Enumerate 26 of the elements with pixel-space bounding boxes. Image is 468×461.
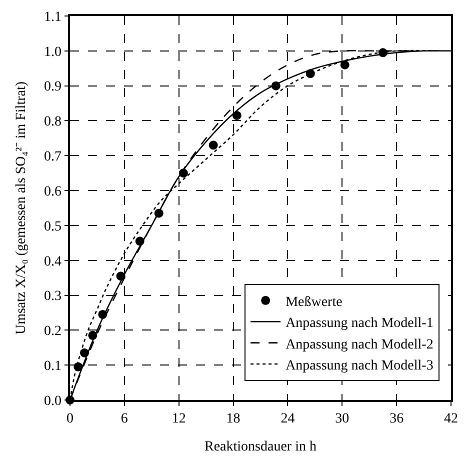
x-tick-label: 0 — [66, 412, 74, 427]
x-tick-label: 24 — [280, 412, 295, 427]
x-tick-label: 30 — [335, 412, 350, 427]
legend-label: Meßwerte — [286, 294, 342, 310]
x-axis-title: Reaktionsdauer in h — [204, 439, 316, 454]
y-axis-title: Umsatz X/X₀ (gemessen als SO₄²⁻ im Filtrat) — [14, 81, 30, 335]
y-tick-label: 0.0 — [44, 394, 62, 409]
y-tick-label: 0.1 — [44, 358, 62, 374]
x-tick-label: 42 — [444, 412, 458, 427]
y-tick-label: 0.5 — [44, 219, 62, 234]
y-tick-label: 0.9 — [44, 80, 62, 95]
y-tick-label: 0.2 — [44, 324, 62, 340]
legend-label: Anpassung nach Modell-2 — [286, 337, 434, 352]
x-tick-label: 6 — [120, 412, 128, 427]
y-tick-label: 0.3 — [44, 289, 62, 304]
x-tick-label: 18 — [226, 412, 240, 427]
y-tick-label: 0.6 — [44, 184, 62, 200]
x-tick-label: 12 — [172, 412, 186, 427]
y-tick-label: 0.7 — [44, 150, 62, 165]
y-tick-label: 0.4 — [44, 254, 62, 270]
x-tick-label: 36 — [390, 412, 404, 427]
legend-label: Anpassung nach Modell-1 — [286, 316, 434, 332]
y-tick-label: 0.8 — [44, 114, 62, 130]
y-tick-label: 1.0 — [44, 44, 62, 60]
legend-label: Anpassung nach Modell-3 — [286, 358, 434, 374]
y-tick-label: 1.1 — [44, 10, 62, 25]
